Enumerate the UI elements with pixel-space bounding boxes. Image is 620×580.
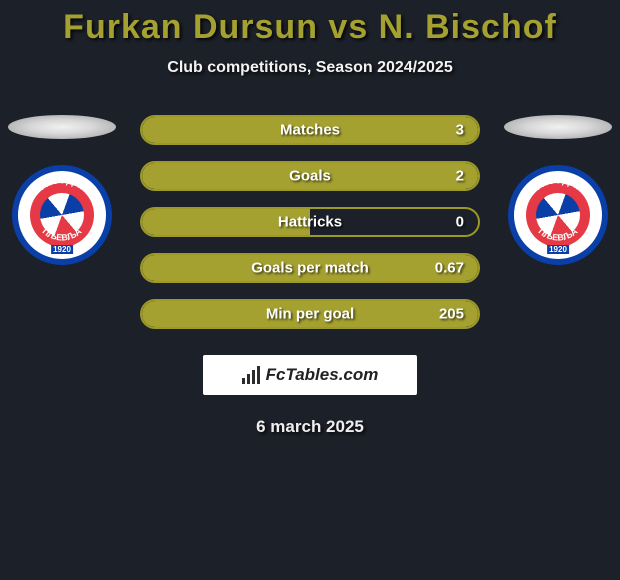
stat-bar: Goals per match 0.67 [140,253,480,283]
right-column: ФК РУДАР ПЉЕВЉА 1920 [498,115,618,265]
svg-text:ПЉЕВЉА: ПЉЕВЉА [41,226,84,243]
stat-bar: Matches 3 [140,115,480,145]
stat-bar: Goals 2 [140,161,480,191]
svg-text:ПЉЕВЉА: ПЉЕВЉА [537,226,580,243]
comparison-card: Furkan Dursun vs N. Bischof Club competi… [0,0,620,580]
stat-bar: Min per goal 205 [140,299,480,329]
right-club-badge: ФК РУДАР ПЉЕВЉА 1920 [508,165,608,265]
left-column: ФК РУДАР ПЉЕВЉА 1920 [2,115,122,265]
branding-text: FcTables.com [266,365,379,385]
generation-date: 6 march 2025 [0,417,620,437]
left-badge-year: 1920 [51,245,73,254]
left-club-badge: ФК РУДАР ПЉЕВЉА 1920 [12,165,112,265]
stat-label: Goals per match [251,260,369,277]
stat-label: Goals [289,168,331,185]
stat-label: Hattricks [278,214,342,231]
subtitle: Club competitions, Season 2024/2025 [0,59,620,77]
stat-bar: Hattricks 0 [140,207,480,237]
content-row: ФК РУДАР ПЉЕВЉА 1920 Matches 3 Goals 2 [0,115,620,329]
right-player-silhouette [504,115,612,139]
stat-value: 3 [456,122,464,139]
stat-value: 2 [456,168,464,185]
stat-label: Matches [280,122,340,139]
branding-box: FcTables.com [203,355,417,395]
right-badge-year: 1920 [547,245,569,254]
stat-label: Min per goal [266,306,354,323]
stats-bars: Matches 3 Goals 2 Hattricks 0 Goals per … [140,115,480,329]
svg-text:ФК РУДАР: ФК РУДАР [531,175,586,195]
left-player-silhouette [8,115,116,139]
stat-value: 205 [439,306,464,323]
svg-text:ФК РУДАР: ФК РУДАР [35,175,90,195]
bar-chart-icon [242,366,260,384]
page-title: Furkan Dursun vs N. Bischof [0,8,620,47]
stat-value: 0 [456,214,464,231]
stat-value: 0.67 [435,260,464,277]
